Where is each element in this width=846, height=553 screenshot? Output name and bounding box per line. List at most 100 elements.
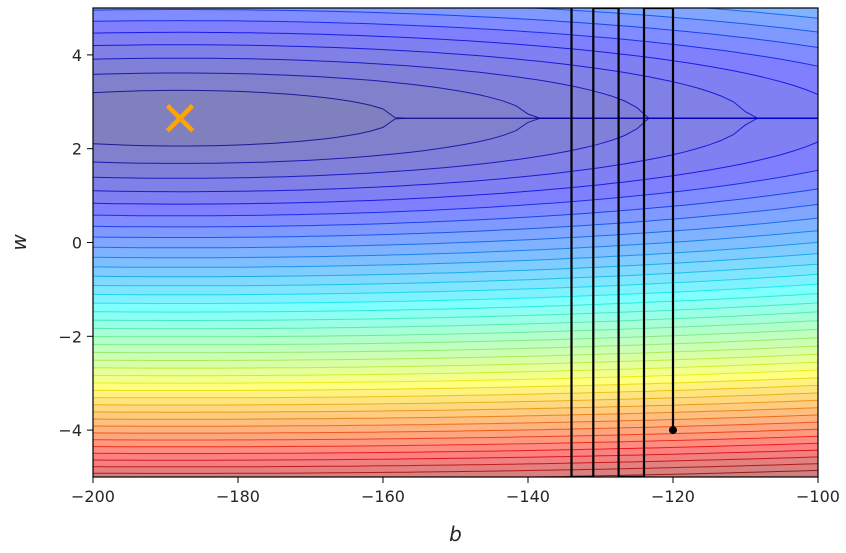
contour-line: [93, 442, 818, 454]
contour-band: [93, 0, 818, 6]
x-tick-label: −160: [361, 487, 405, 506]
contour-line: [93, 456, 818, 468]
x-tick-label: −120: [651, 487, 695, 506]
contour-band: [93, 0, 818, 6]
contour-line: [93, 421, 818, 434]
contour-band: [93, 0, 818, 6]
contour-line: [93, 44, 818, 119]
contour-band: [93, 0, 818, 6]
contour-band: [93, 0, 818, 6]
contour-band: [93, 0, 818, 6]
y-axis-ticks: −4 −2 0 2 4: [58, 46, 93, 440]
contour-band: [93, 0, 818, 6]
contour-band: [93, 0, 818, 6]
contour-band: [93, 0, 818, 6]
contour-band: [93, 0, 818, 6]
contour-band: [93, 0, 818, 6]
contour-band: [93, 0, 818, 6]
contour-line: [93, 141, 818, 205]
contour-line: [93, 188, 818, 228]
contour-band: [93, 0, 818, 6]
contour-band: [93, 0, 818, 6]
contour-band: [534, 470, 818, 477]
descent-path: [570, 8, 677, 477]
contour-line: [93, 463, 818, 474]
contour-band: [93, 8, 818, 48]
contour-band: [93, 0, 818, 6]
contour-band: [93, 0, 818, 6]
contour-line: [93, 283, 818, 304]
contour-line: [93, 20, 818, 67]
descent-start-point: [669, 426, 677, 435]
y-tick-label: 0: [72, 234, 82, 253]
contour-band: [533, 8, 818, 32]
y-tick-label: 2: [72, 140, 82, 159]
contour-band: [93, 0, 818, 6]
contour-line: [93, 9, 818, 48]
contour-line: [93, 337, 818, 354]
contour-band: [93, 0, 818, 6]
contour-band: [93, 0, 818, 6]
contour-line: [93, 273, 818, 296]
contour-band: [93, 0, 818, 6]
contour-band: [93, 0, 818, 6]
contour-line: [93, 57, 818, 119]
contour-band: [93, 0, 818, 6]
contour-line: [93, 311, 818, 330]
contour-band: [93, 0, 818, 6]
contour-band: [93, 0, 818, 6]
contour-line: [93, 392, 818, 406]
contour-line: [523, 8, 818, 33]
contour-band: [93, 0, 818, 6]
x-axis-ticks: −200 −180 −160 −140 −120 −100: [71, 477, 840, 506]
contour-line: [93, 328, 818, 346]
contour-line: [93, 353, 818, 369]
contour-band: [93, 0, 818, 6]
contour-line: [93, 407, 818, 420]
contour-line: [93, 117, 818, 193]
contour-line: [93, 31, 818, 95]
contour-band: [706, 8, 818, 19]
x-axis-label: b: [449, 522, 462, 546]
contour-line: [93, 399, 818, 413]
contour-line: [93, 369, 818, 384]
contour-band: [93, 0, 818, 6]
contour-line: [93, 449, 818, 461]
contour-line: [93, 345, 818, 361]
y-tick-label: 4: [72, 46, 82, 65]
x-tick-label: −200: [71, 487, 115, 506]
contour-line: [93, 377, 818, 391]
x-tick-label: −140: [506, 487, 550, 506]
contour-band: [93, 0, 818, 6]
minimum-marker-stroke: [165, 104, 195, 133]
contour-line: [93, 253, 818, 278]
markers: [165, 104, 195, 133]
contour-line: [93, 203, 818, 238]
contour-line: [93, 0, 818, 6]
contour-line: [93, 320, 818, 338]
x-tick-label: −100: [796, 487, 840, 506]
contour-line: [93, 302, 818, 321]
contour-line: [503, 469, 818, 477]
contour-band: [93, 0, 818, 6]
descent-path-line: [570, 8, 675, 477]
contour-line: [93, 217, 818, 249]
contour-line: [93, 263, 818, 287]
contour-line: [93, 230, 818, 259]
contour-band: [93, 0, 818, 6]
contour-line: [93, 414, 818, 427]
contour-line: [93, 169, 818, 217]
y-tick-label: −2: [58, 327, 82, 346]
contour-lines: [93, 0, 818, 477]
contour-line: [93, 361, 818, 377]
y-tick-label: −4: [58, 421, 82, 440]
contour-line: [93, 241, 818, 268]
contour-line: [93, 435, 818, 448]
y-axis-label: w: [7, 234, 31, 251]
minimum-marker: [165, 104, 195, 133]
contour-line: [93, 384, 818, 399]
contour-line: [93, 428, 818, 441]
x-tick-label: −180: [216, 487, 260, 506]
